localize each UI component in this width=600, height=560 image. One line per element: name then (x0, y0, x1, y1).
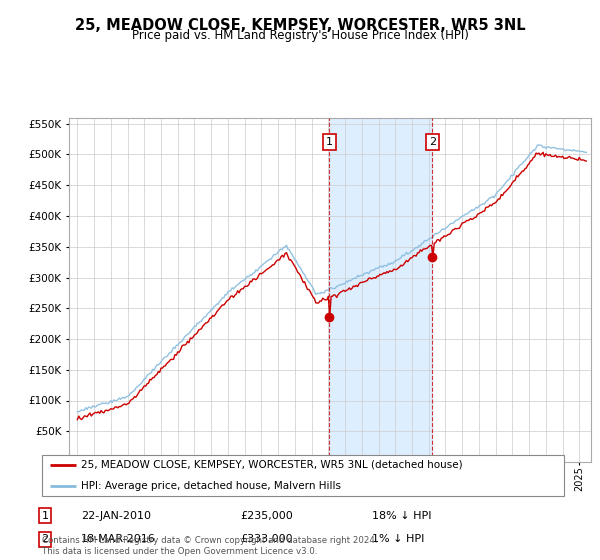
Text: 2: 2 (41, 534, 49, 544)
Text: Price paid vs. HM Land Registry's House Price Index (HPI): Price paid vs. HM Land Registry's House … (131, 29, 469, 42)
Text: 25, MEADOW CLOSE, KEMPSEY, WORCESTER, WR5 3NL: 25, MEADOW CLOSE, KEMPSEY, WORCESTER, WR… (74, 18, 526, 33)
FancyBboxPatch shape (42, 455, 564, 496)
Text: 22-JAN-2010: 22-JAN-2010 (81, 511, 151, 521)
Text: 1: 1 (41, 511, 49, 521)
Text: 1% ↓ HPI: 1% ↓ HPI (372, 534, 424, 544)
Text: £333,000: £333,000 (240, 534, 293, 544)
Text: 18% ↓ HPI: 18% ↓ HPI (372, 511, 431, 521)
Text: 18-MAR-2016: 18-MAR-2016 (81, 534, 156, 544)
Text: HPI: Average price, detached house, Malvern Hills: HPI: Average price, detached house, Malv… (81, 481, 341, 491)
Bar (329, 118, 432, 462)
Text: 25, MEADOW CLOSE, KEMPSEY, WORCESTER, WR5 3NL (detached house): 25, MEADOW CLOSE, KEMPSEY, WORCESTER, WR… (81, 460, 463, 470)
Text: 1: 1 (326, 137, 333, 147)
Text: 2: 2 (428, 137, 436, 147)
Text: Contains HM Land Registry data © Crown copyright and database right 2024.
This d: Contains HM Land Registry data © Crown c… (42, 536, 377, 556)
Text: £235,000: £235,000 (240, 511, 293, 521)
